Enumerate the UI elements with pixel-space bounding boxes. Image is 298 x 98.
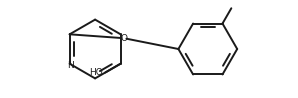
Text: O: O xyxy=(120,34,128,43)
Text: HO: HO xyxy=(89,68,103,77)
Text: N: N xyxy=(67,61,74,70)
